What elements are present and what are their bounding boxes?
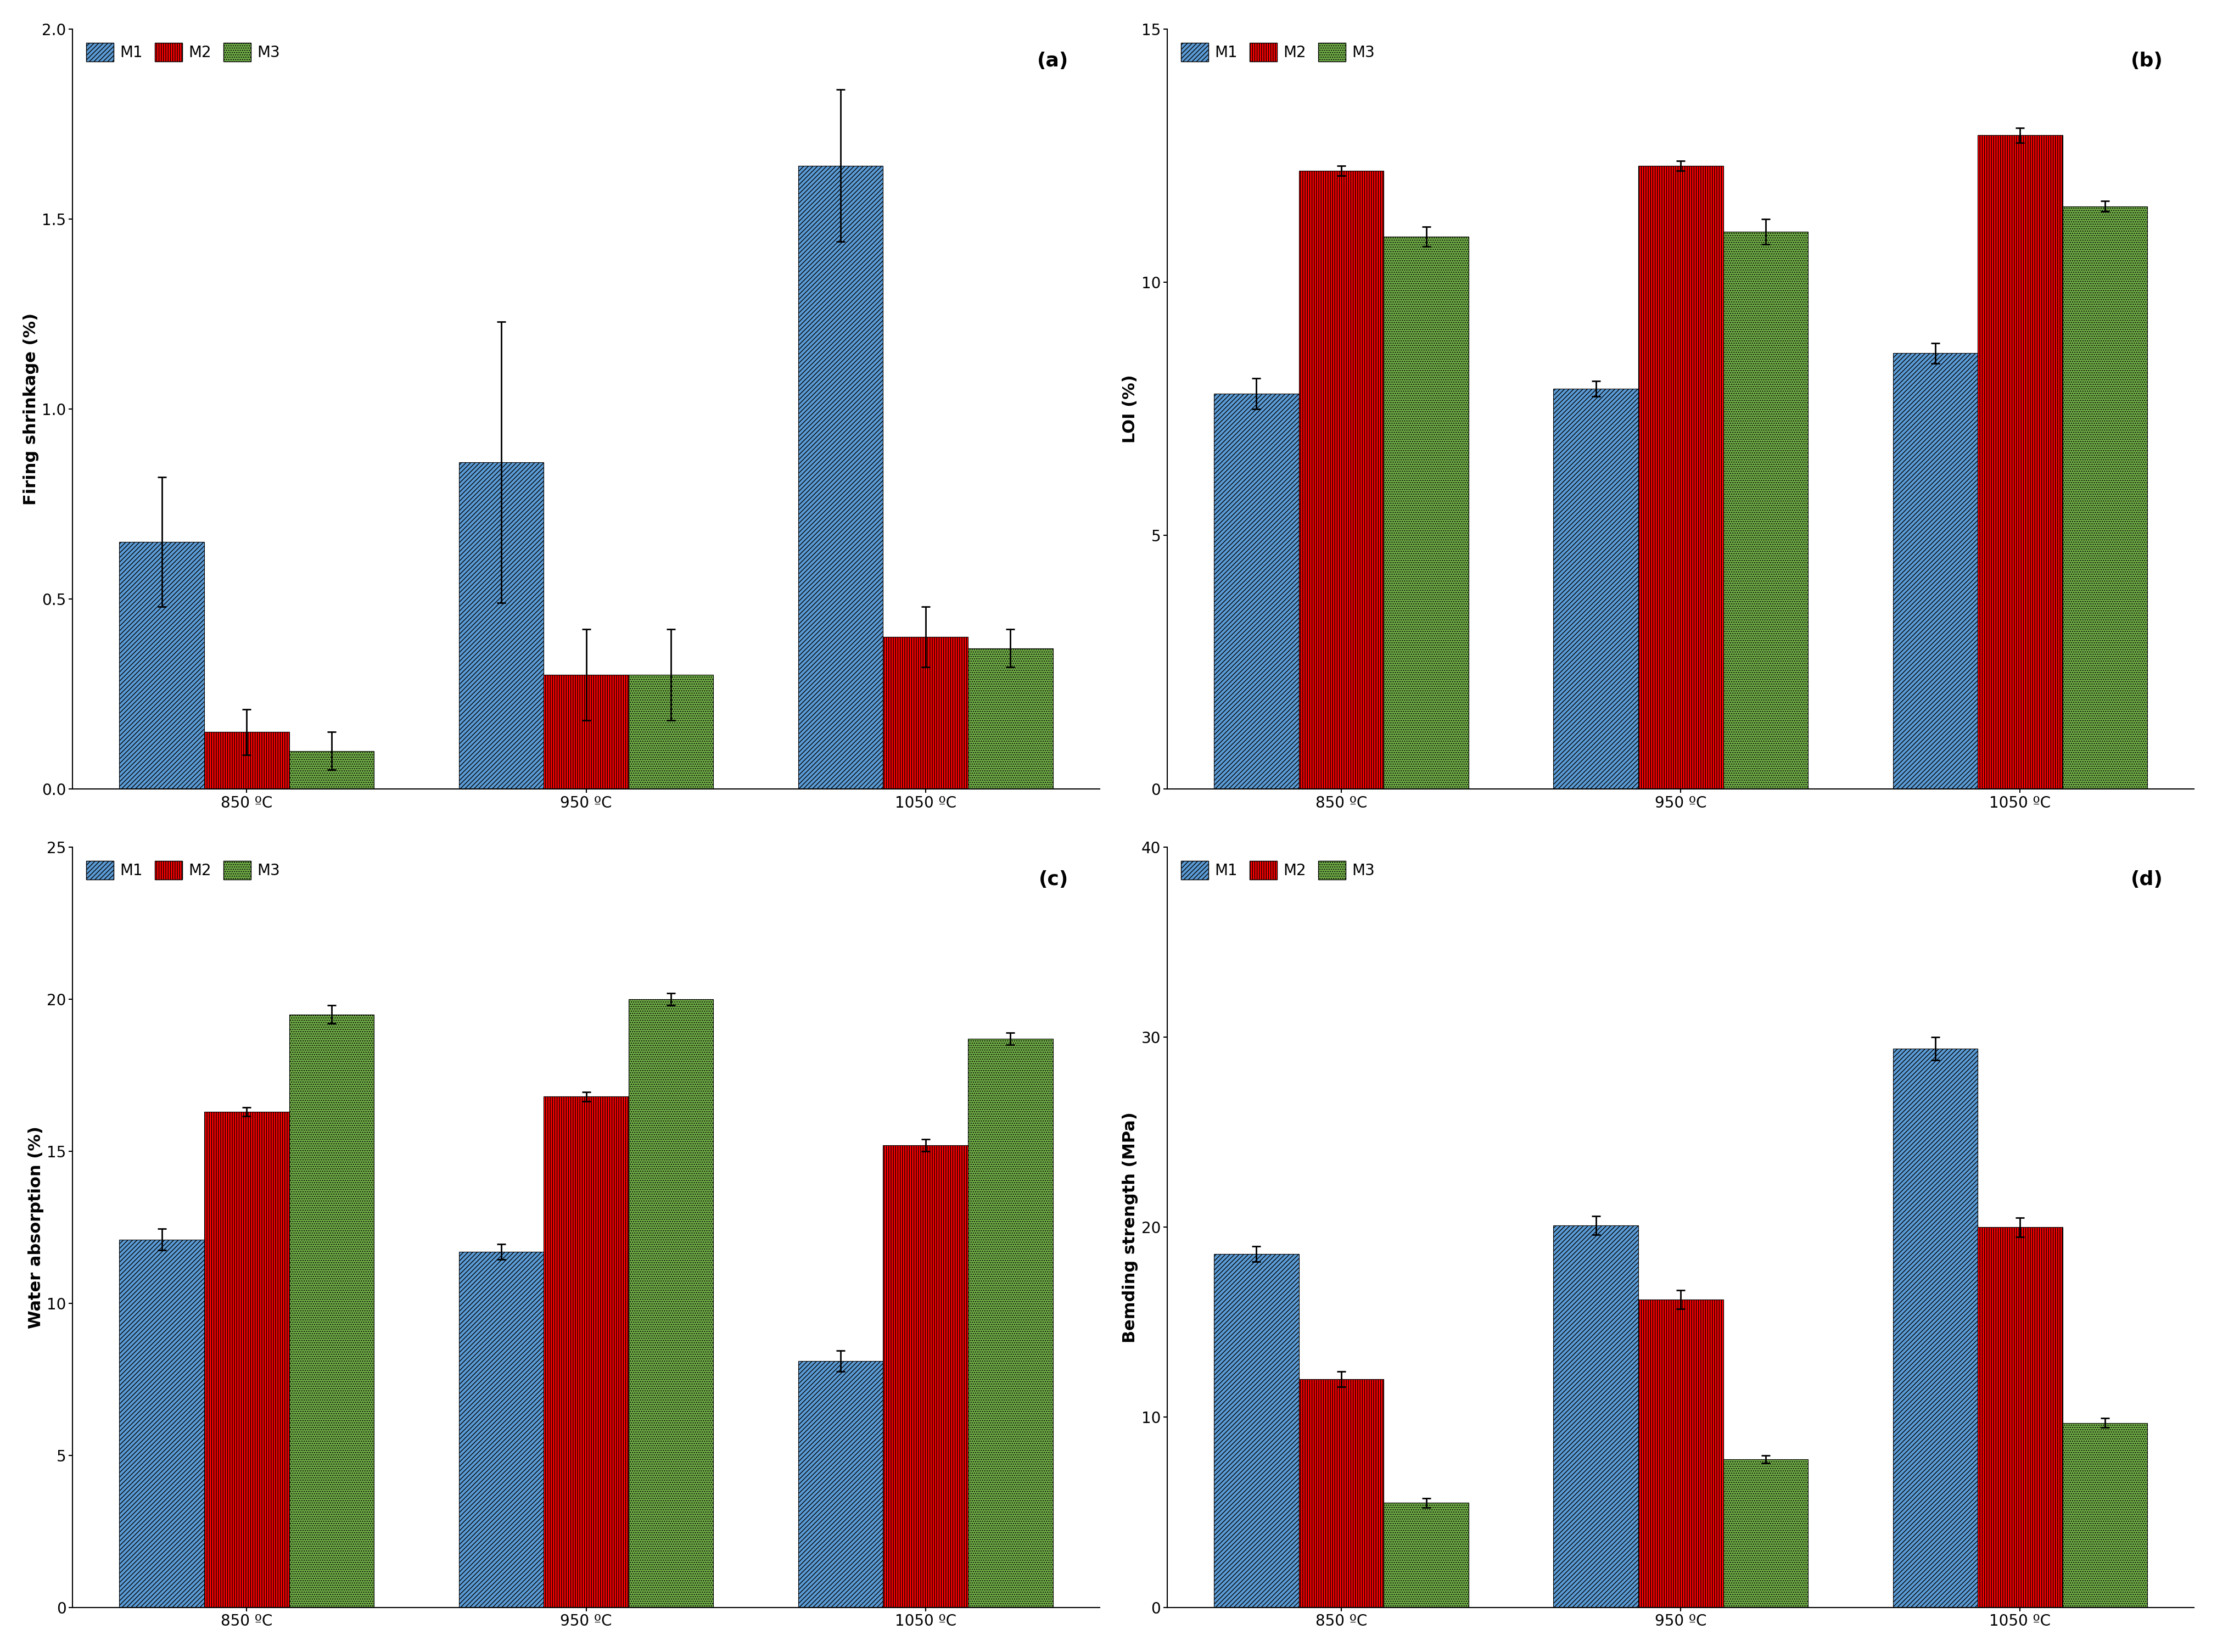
Legend: M1, M2, M3: M1, M2, M3 (1175, 856, 1381, 885)
Legend: M1, M2, M3: M1, M2, M3 (80, 856, 286, 885)
Bar (630, 676, 714, 790)
Bar (1299, 170, 1383, 790)
Text: (c): (c) (1040, 871, 1069, 889)
Text: (b): (b) (2131, 51, 2164, 71)
Bar (1978, 135, 2062, 790)
Bar (1554, 1226, 1638, 1607)
Bar (1893, 1049, 1978, 1607)
Bar (1299, 1379, 1383, 1607)
Y-axis label: LOI (%): LOI (%) (1122, 375, 1137, 443)
Bar (288, 752, 375, 790)
Bar (882, 1145, 969, 1607)
Legend: M1, M2, M3: M1, M2, M3 (80, 36, 286, 68)
Bar (882, 638, 969, 790)
Bar (120, 1239, 204, 1607)
Bar (1638, 165, 1723, 790)
Bar (1554, 388, 1638, 790)
Y-axis label: Water absorption (%): Water absorption (%) (29, 1127, 44, 1328)
Bar (1723, 231, 1809, 790)
Bar (1638, 1300, 1723, 1607)
Bar (2062, 1422, 2148, 1607)
Y-axis label: Bemding strength (MPa): Bemding strength (MPa) (1122, 1112, 1137, 1343)
Y-axis label: Firing shrinkage (%): Firing shrinkage (%) (22, 312, 40, 506)
Bar (969, 1039, 1053, 1607)
Bar (120, 542, 204, 790)
Bar (969, 648, 1053, 790)
Bar (204, 732, 288, 790)
Bar (798, 165, 882, 790)
Bar (543, 676, 630, 790)
Bar (1215, 1254, 1299, 1607)
Bar (288, 1014, 375, 1607)
Bar (459, 463, 543, 790)
Bar (459, 1252, 543, 1607)
Bar (1383, 1503, 1468, 1607)
Bar (798, 1361, 882, 1607)
Bar (1893, 354, 1978, 790)
Text: (a): (a) (1038, 51, 1069, 71)
Bar (543, 1097, 630, 1607)
Bar (1723, 1459, 1809, 1607)
Bar (1978, 1227, 2062, 1607)
Bar (204, 1112, 288, 1607)
Legend: M1, M2, M3: M1, M2, M3 (1175, 36, 1381, 68)
Bar (1383, 236, 1468, 790)
Bar (630, 999, 714, 1607)
Bar (1215, 393, 1299, 790)
Bar (2062, 207, 2148, 790)
Text: (d): (d) (2131, 871, 2164, 889)
